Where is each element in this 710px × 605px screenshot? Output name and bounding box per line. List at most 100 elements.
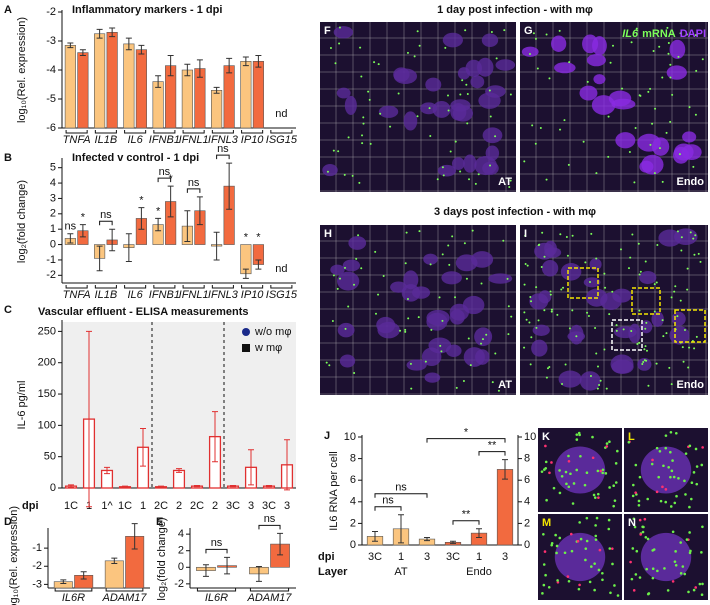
mrna-dot — [695, 482, 699, 486]
mrna-dot — [528, 52, 531, 55]
mrna-dot — [541, 231, 544, 234]
mrna-dot — [325, 361, 328, 364]
mrna-dot — [463, 242, 466, 245]
panel-letter: C — [4, 304, 12, 316]
mrna-dot — [338, 26, 341, 29]
mrna-dot — [604, 286, 607, 289]
y-tick-label: 0 — [350, 539, 356, 551]
y-tick-label: -3 — [46, 35, 56, 47]
y-tick-label: -3 — [32, 578, 42, 590]
mrna-dot — [589, 374, 592, 377]
bracket-label: ns — [211, 537, 223, 549]
significance: * — [156, 205, 161, 217]
mrna-dot — [670, 383, 673, 386]
y-tick-label: 8 — [350, 453, 356, 465]
mrna-dot — [575, 438, 579, 441]
category-bracket — [124, 130, 147, 134]
mrna-dot — [700, 551, 703, 554]
x-axis-label: dpi — [318, 551, 335, 563]
mrna-dot — [353, 283, 356, 286]
mrna-dot — [566, 575, 570, 578]
mrna-dot — [601, 471, 605, 475]
mrna-dot — [598, 384, 601, 387]
nucleus — [639, 270, 657, 285]
mrna-dot — [523, 311, 526, 314]
mrna-dot — [459, 170, 462, 173]
mrna-dot — [416, 30, 419, 33]
nucleus — [531, 339, 548, 357]
mrna-dot — [692, 588, 696, 592]
category-bracket — [196, 588, 237, 592]
plot-background — [62, 322, 296, 488]
mrna-dot — [430, 328, 433, 331]
mrna-dot — [358, 181, 361, 184]
mrna-dot — [641, 530, 645, 534]
error-bar — [109, 27, 116, 38]
micrograph-label: AT — [498, 176, 512, 188]
mrna-dot — [552, 486, 556, 490]
mrna-dot — [469, 364, 472, 367]
mrna-dot — [655, 362, 658, 365]
mrna-dot — [627, 440, 631, 444]
nucleus — [639, 160, 654, 173]
mrna-dot — [503, 29, 506, 32]
region-box — [631, 287, 661, 315]
significance: ns — [65, 221, 77, 233]
mrna-dot — [546, 367, 549, 370]
error-bar — [476, 528, 482, 538]
bar — [496, 469, 514, 546]
mrna-dot — [507, 305, 510, 308]
x-tick-label: 1C — [64, 500, 78, 512]
bar — [94, 33, 106, 129]
mrna-dot — [545, 33, 548, 36]
mrna-dot — [578, 583, 581, 587]
bracket — [374, 506, 402, 511]
x-tick-label: IFNB1 — [149, 134, 180, 146]
mrna-dot — [332, 149, 335, 152]
mrna-dot — [416, 115, 419, 118]
nucleus — [450, 99, 471, 112]
mrna-dot — [554, 533, 557, 537]
day3-title: 3 days post infection - with mφ — [434, 206, 596, 218]
mrna-dot — [595, 352, 598, 355]
mrna-dot — [695, 69, 698, 72]
nucleus — [541, 259, 559, 277]
category-bracket — [241, 130, 264, 134]
nucleus — [481, 33, 499, 47]
mrna-dot — [651, 458, 654, 462]
mrna-dot — [418, 44, 421, 47]
mrna-dot — [609, 61, 612, 64]
mrna-dot — [490, 31, 493, 34]
mrna-dot — [596, 469, 600, 473]
nucleus — [610, 354, 634, 374]
x-tick-label: 3C — [368, 551, 382, 563]
nucleus — [475, 349, 490, 365]
mrna-dot — [643, 517, 647, 521]
bracket-label: ns — [264, 513, 276, 525]
mrna-dot — [369, 142, 372, 145]
mrna-dot — [524, 262, 527, 265]
micrograph: K — [538, 428, 622, 512]
mrna-dot — [614, 481, 618, 484]
mrna-dot — [555, 544, 559, 548]
y2-tick-label: 2 — [524, 517, 530, 529]
mrna-dot — [507, 333, 510, 336]
mrna-dot — [353, 372, 356, 375]
mrna-dot — [616, 594, 620, 597]
bracket — [374, 493, 428, 498]
x-tick-label: 3 — [248, 500, 254, 512]
x-tick-label: IL1B — [95, 134, 118, 146]
category-bracket — [65, 285, 88, 289]
mrna-dot — [669, 76, 672, 79]
mrna-dot — [343, 266, 346, 269]
mrna-dot — [688, 346, 691, 349]
mrna-dot — [638, 309, 641, 312]
y-tick-label: 4 — [50, 177, 56, 189]
mrna-dot — [695, 465, 699, 468]
mrna-dot — [404, 328, 407, 331]
mrna-dot — [596, 387, 599, 390]
mrna-dot — [329, 47, 332, 50]
mrna-dot — [651, 567, 655, 571]
y-tick-label: -5 — [46, 93, 56, 105]
nucleus — [452, 157, 465, 171]
